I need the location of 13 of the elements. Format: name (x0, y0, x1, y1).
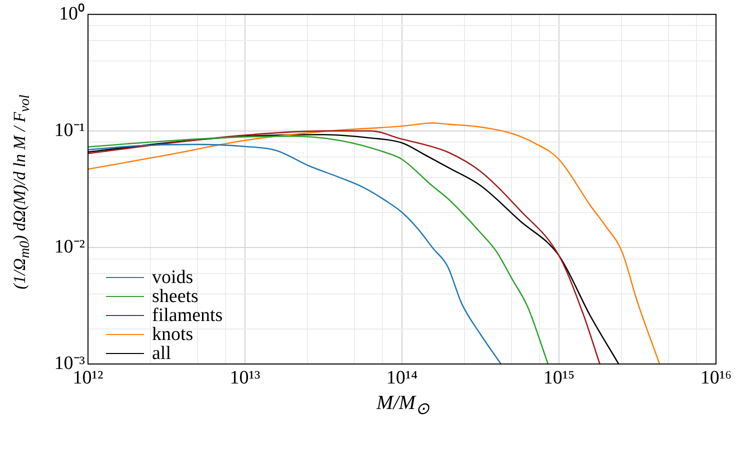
y-tick-label: 10⁰ (59, 2, 85, 24)
x-tick-label: 10¹⁶ (700, 367, 732, 388)
legend-label: sheets (152, 286, 198, 307)
legend-label: all (152, 343, 171, 364)
y-tick-label: 10⁻² (54, 236, 86, 258)
x-tick-label: 10¹⁴ (386, 367, 418, 388)
x-tick-label: 10¹³ (230, 367, 260, 388)
x-axis-title: M/M$_{⊙}$ (375, 392, 430, 419)
legend-label: filaments (152, 305, 223, 326)
x-tick-label: 10¹⁵ (543, 367, 575, 388)
legend-label: voids (152, 267, 194, 288)
legend-label: knots (152, 324, 194, 345)
y-tick-label: 10⁻¹ (54, 120, 86, 141)
